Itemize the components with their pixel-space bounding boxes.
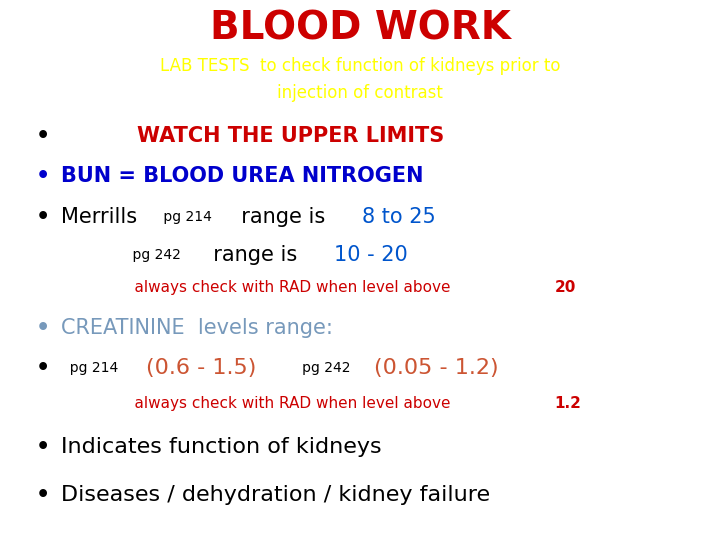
Text: always check with RAD when level above: always check with RAD when level above [115, 396, 456, 411]
Text: (0.6 - 1.5): (0.6 - 1.5) [146, 358, 257, 379]
Text: •: • [36, 485, 50, 505]
Text: (0.05 - 1.2): (0.05 - 1.2) [374, 358, 498, 379]
Text: Merrills: Merrills [61, 207, 138, 227]
Text: •: • [36, 436, 50, 457]
Text: 1.2: 1.2 [554, 396, 581, 411]
Text: CREATININE  levels range:: CREATININE levels range: [61, 318, 333, 338]
Text: injection of contrast: injection of contrast [277, 84, 443, 102]
Text: 10 - 20: 10 - 20 [334, 245, 408, 265]
Text: BLOOD WORK: BLOOD WORK [210, 9, 510, 47]
Text: always check with RAD when level above: always check with RAD when level above [115, 280, 456, 295]
Text: •: • [36, 126, 50, 146]
Text: WATCH THE UPPER LIMITS: WATCH THE UPPER LIMITS [137, 126, 444, 146]
Text: BUN = BLOOD UREA NITROGEN: BUN = BLOOD UREA NITROGEN [61, 165, 423, 186]
Text: 8 to 25: 8 to 25 [361, 207, 436, 227]
Text: pg 214: pg 214 [61, 361, 127, 375]
Text: pg 214: pg 214 [159, 210, 212, 224]
Text: Indicates function of kidneys: Indicates function of kidneys [61, 436, 382, 457]
Text: •: • [36, 318, 50, 338]
Text: •: • [36, 358, 50, 379]
Text: range is: range is [228, 207, 331, 227]
Text: range is: range is [200, 245, 304, 265]
Text: 20: 20 [554, 280, 576, 295]
Text: •: • [36, 165, 50, 186]
Text: pg 242: pg 242 [115, 248, 181, 262]
Text: Diseases / dehydration / kidney failure: Diseases / dehydration / kidney failure [61, 485, 490, 505]
Text: pg 242: pg 242 [289, 361, 355, 375]
Text: LAB TESTS  to check function of kidneys prior to: LAB TESTS to check function of kidneys p… [160, 57, 560, 75]
Text: •: • [36, 207, 50, 227]
